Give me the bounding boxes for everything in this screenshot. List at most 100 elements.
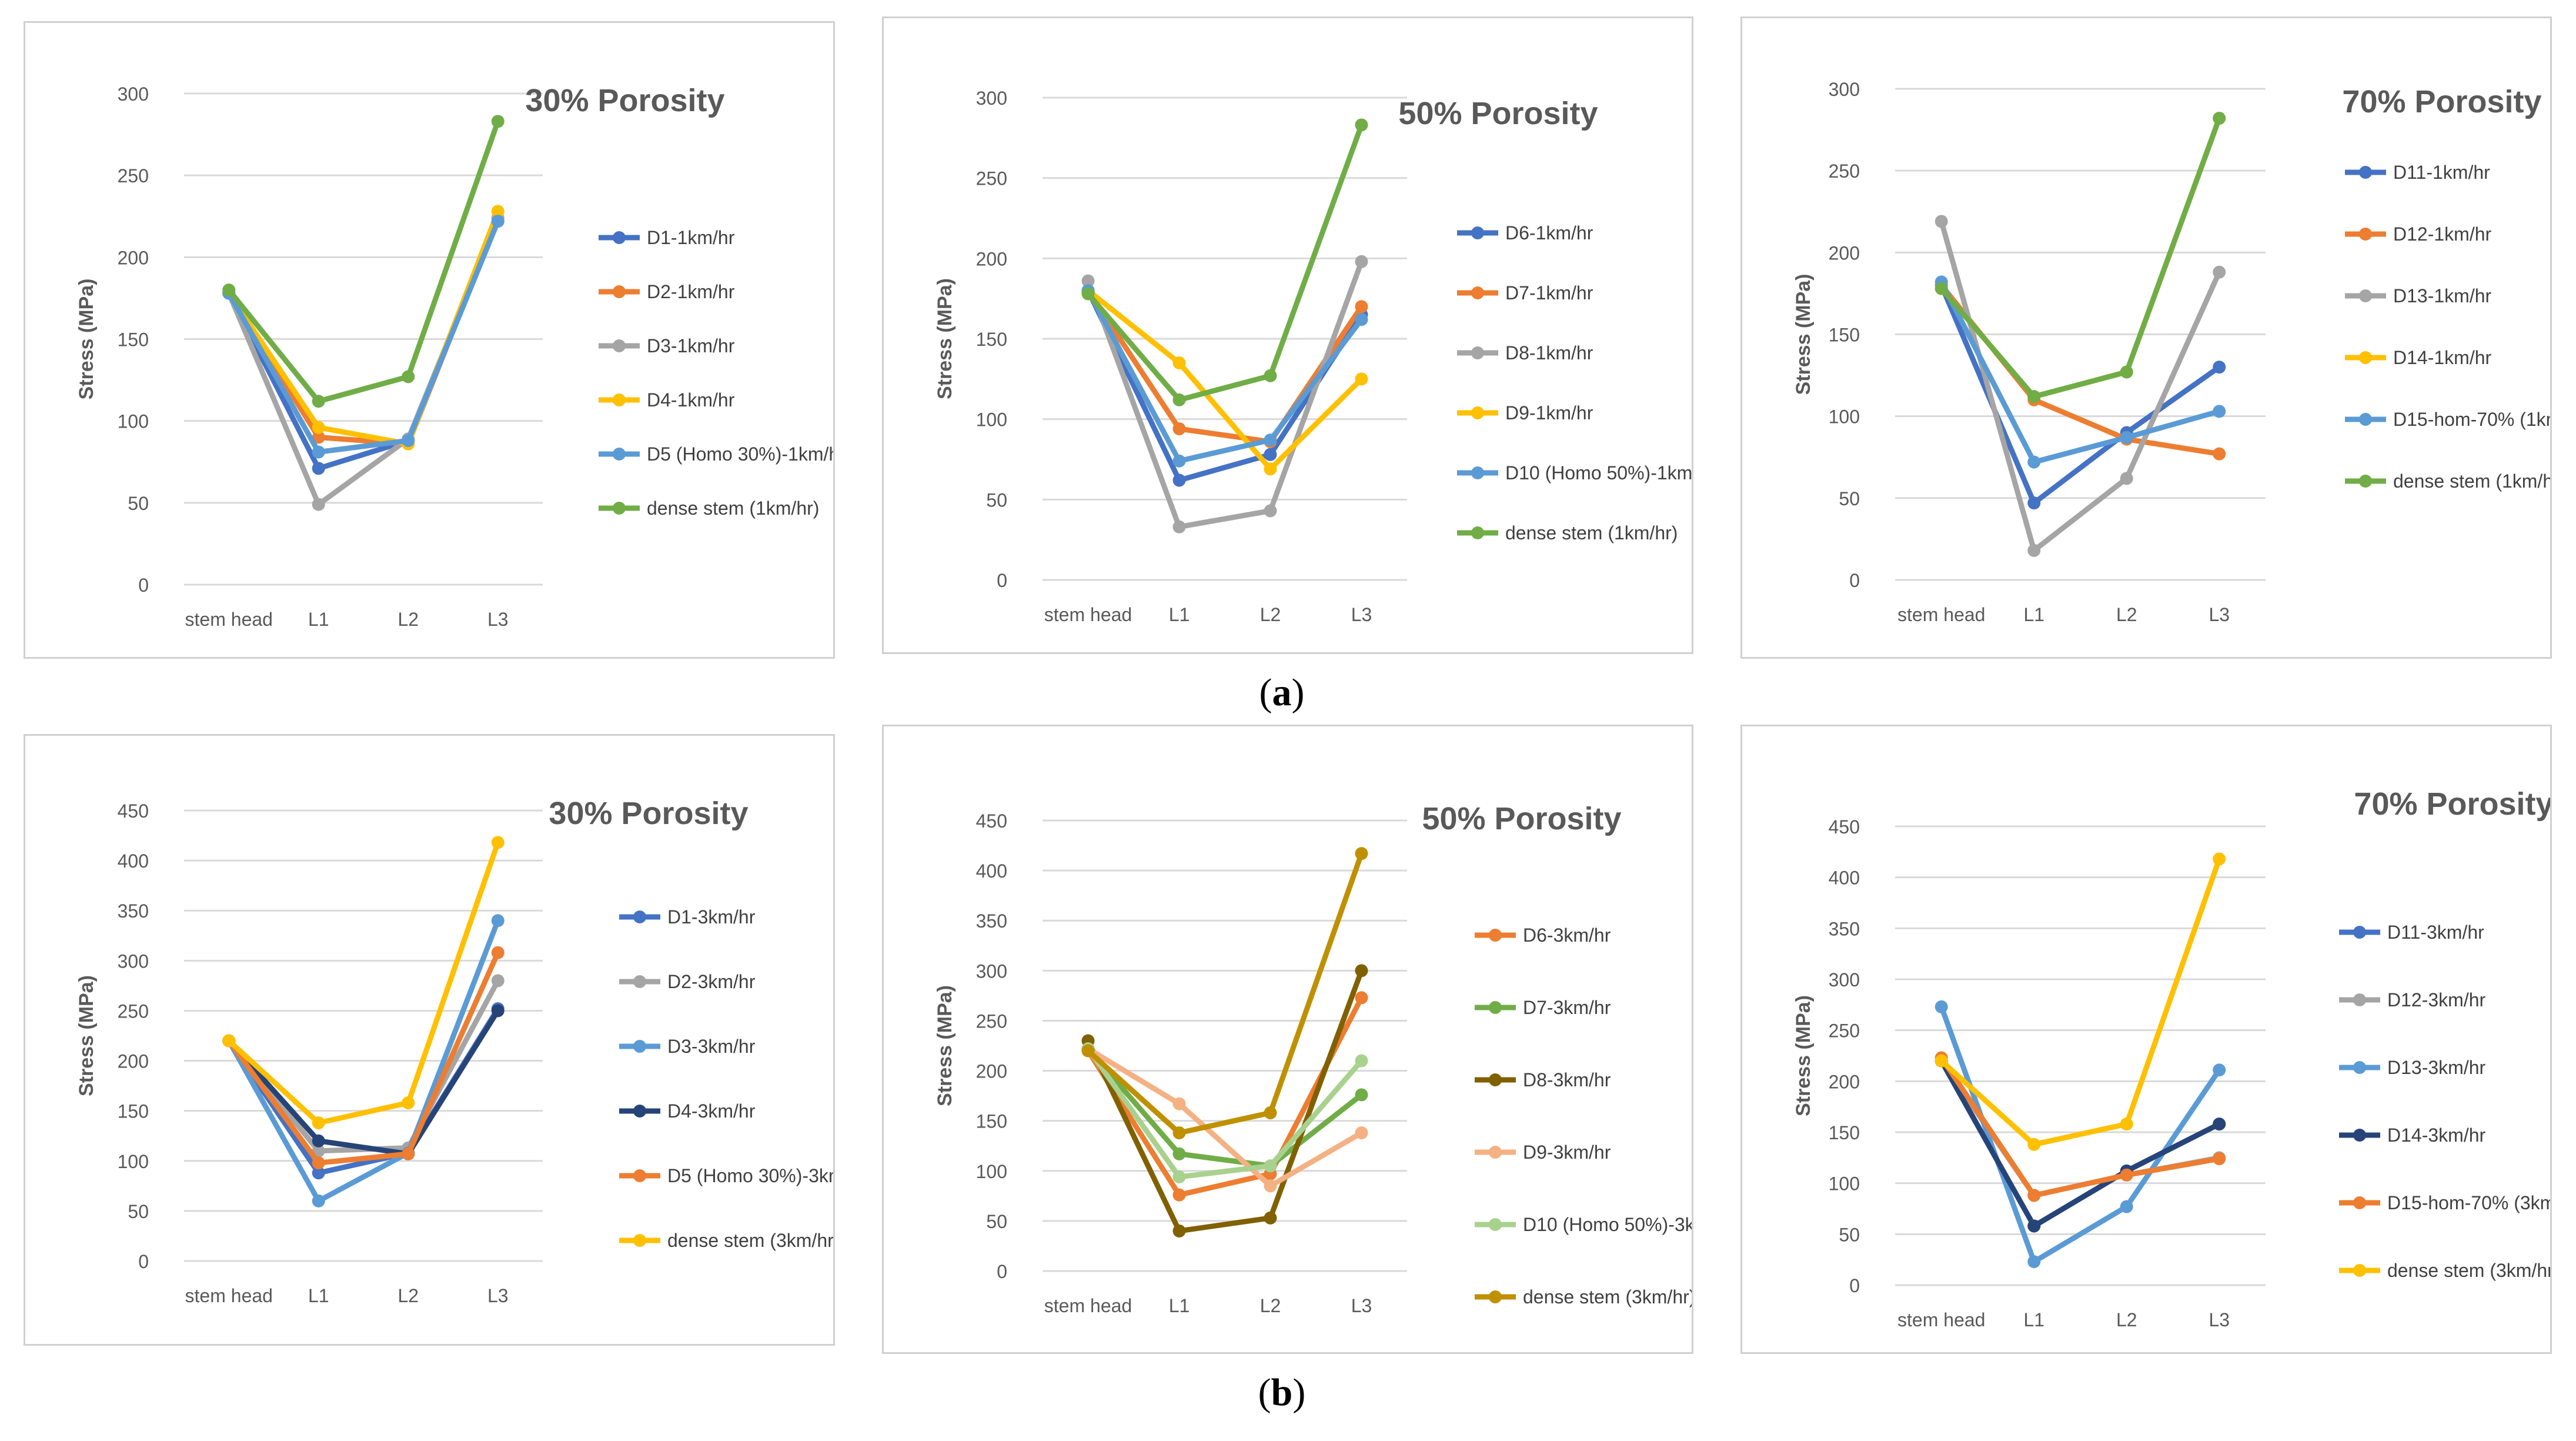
data-point (312, 1156, 325, 1170)
data-point (222, 283, 236, 296)
data-point (491, 836, 504, 849)
y-tick-label: 450 (118, 800, 149, 822)
data-point (1081, 1044, 1095, 1058)
series-line-4 (226, 210, 500, 447)
legend-swatch-marker (613, 393, 626, 406)
legend-swatch-marker (633, 1040, 646, 1053)
series-line-3 (1085, 261, 1364, 530)
y-tick-label: 0 (1849, 570, 1860, 591)
legend-swatch-marker (633, 975, 646, 988)
y-tick-label: 300 (118, 950, 149, 972)
y-tick-label: 350 (118, 900, 149, 922)
y-tick-label: 300 (976, 88, 1007, 109)
data-point (312, 1134, 325, 1148)
legend-swatch-marker (1471, 406, 1484, 419)
x-tick-label: L3 (487, 609, 509, 630)
y-tick-label: 450 (1829, 816, 1860, 838)
data-point (2120, 431, 2133, 444)
legend-label: D10 (Homo 50%)-3km/hr (1523, 1214, 1692, 1235)
legend-swatch-marker (1489, 929, 1502, 942)
legend-label: D6-3km/hr (1523, 925, 1611, 946)
chart-title: 50% Porosity (1398, 96, 1598, 131)
data-point (2027, 390, 2041, 403)
chart-panel-b-70: 0 50 100 150 200 250 300 350 400 450 stem head L1 L2… (1740, 725, 2552, 1354)
data-point (1264, 504, 1277, 518)
data-point (2213, 1152, 2226, 1166)
y-axis-label: Stress (MPa) (75, 975, 98, 1096)
data-point (1355, 1054, 1368, 1068)
series-line-3 (226, 919, 500, 1204)
chart-panel-a-50: 0 50 100 150 200 250 300 stem head L1 L2 L3 Stress … (882, 16, 1693, 654)
data-point (2213, 361, 2226, 374)
y-tick-label: 0 (138, 575, 149, 596)
chart-svg: 0 50 100 150 200 250 300 stem head L1 L2 L3 Stress … (75, 83, 833, 630)
legend-label: dense stem (3km/hr) (667, 1230, 833, 1251)
series-line-1 (1939, 284, 2221, 506)
series-line-3 (1939, 1006, 2221, 1265)
y-tick-label: 200 (1829, 1071, 1860, 1092)
y-tick-label: 450 (976, 810, 1007, 832)
chart-svg: 0 50 100 150 200 250 300 350 400 450 stem head L1 L2… (75, 796, 833, 1306)
data-point (1081, 274, 1095, 288)
legend-swatch-marker (2359, 475, 2372, 488)
legend-label: D15-hom-70% (3km/hr) (2387, 1192, 2550, 1213)
y-tick-label: 50 (986, 489, 1007, 511)
series-line-2 (1085, 289, 1364, 445)
data-point (1172, 1126, 1186, 1140)
data-point (2027, 1138, 2041, 1151)
legend-swatch-marker (1471, 466, 1484, 479)
y-tick-label: 250 (976, 168, 1007, 189)
legend-label: dense stem (3km/hr) (2387, 1260, 2550, 1281)
data-point (402, 370, 415, 383)
caption-b: (b) (1258, 1371, 1306, 1414)
legend-label: D9-1km/hr (1505, 402, 1593, 423)
legend-swatch-marker (633, 910, 646, 923)
data-point (402, 1147, 415, 1160)
data-point (402, 1096, 415, 1110)
series-line-4 (1939, 1059, 2221, 1229)
caption-a: (a) (1259, 671, 1305, 714)
y-tick-label: 250 (118, 165, 149, 186)
series-line-5 (1939, 281, 2220, 465)
series-line-3 (1939, 221, 2222, 553)
data-point (1355, 372, 1368, 386)
data-point (312, 431, 325, 444)
y-tick-label: 150 (118, 1101, 149, 1122)
y-tick-label: 50 (986, 1211, 1007, 1232)
series-line-6 (1086, 124, 1364, 403)
y-tick-label: 50 (128, 493, 149, 514)
x-tick-label: stem head (1044, 604, 1132, 625)
data-point (1264, 1179, 1277, 1193)
y-tick-label: 50 (128, 1201, 149, 1222)
legend-label: D4-1km/hr (647, 389, 735, 411)
chart-svg: 0 50 100 150 200 250 300 stem head L1 L2 L3 Stress … (1792, 79, 2550, 625)
x-tick-label: L2 (2116, 1309, 2137, 1330)
legend-label: D3-3km/hr (667, 1036, 756, 1057)
legend-swatch-marker (633, 1105, 646, 1118)
series-line-6 (227, 842, 501, 1126)
series-line-4 (1086, 288, 1364, 472)
data-point (1355, 118, 1368, 132)
legend-swatch-marker (2359, 228, 2372, 241)
y-tick-label: 100 (118, 1151, 149, 1172)
chart-panel-b-50: 0 50 100 150 200 250 300 350 400 450 stem head L1 L2… (882, 725, 1693, 1354)
legend-label: D15-hom-70% (1km/hr) (2393, 409, 2550, 430)
legend-swatch-marker (2353, 1264, 2366, 1277)
legend-swatch-marker (1489, 1218, 1502, 1231)
data-point (1172, 473, 1186, 487)
y-tick-label: 50 (1839, 1224, 1860, 1245)
legend-label: D6-1km/hr (1505, 222, 1593, 243)
data-point (312, 1194, 325, 1207)
chart-svg: 0 50 100 150 200 250 300 350 400 450 stem head L1 L2… (934, 801, 1692, 1316)
legend-label: D7-1km/hr (1505, 282, 1593, 303)
x-tick-label: L1 (1169, 1295, 1190, 1316)
x-tick-label: stem head (1044, 1295, 1132, 1316)
data-point (1264, 1159, 1277, 1173)
legend-label: D1-1km/hr (647, 227, 735, 248)
legend-label: D7-3km/hr (1523, 997, 1611, 1018)
legend-label: D8-1km/hr (1505, 342, 1593, 363)
series-line-5 (226, 951, 500, 1166)
y-tick-label: 350 (976, 910, 1007, 932)
data-point (2120, 365, 2133, 379)
y-tick-label: 0 (997, 570, 1007, 591)
